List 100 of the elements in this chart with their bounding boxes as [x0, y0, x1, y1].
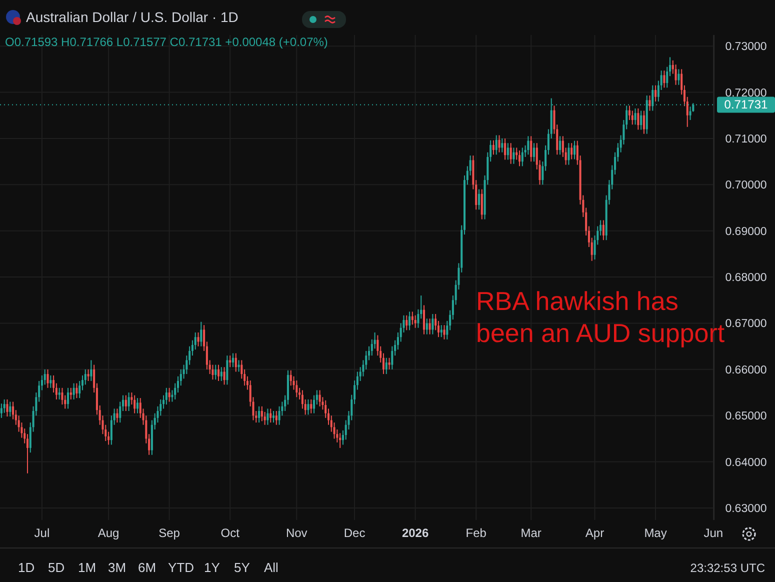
- candlestick: [165, 387, 168, 406]
- candlestick: [570, 142, 573, 160]
- candlestick: [568, 142, 570, 166]
- candlestick: [223, 366, 226, 386]
- x-tick-label: 2026: [402, 526, 429, 540]
- candlestick: [116, 408, 118, 424]
- candlestick: [61, 387, 64, 406]
- ref-line-label: 0.71731: [724, 98, 768, 112]
- candlestick: [67, 387, 70, 410]
- x-tick-label: Mar: [520, 526, 542, 540]
- y-tick-label: 0.68000: [725, 272, 767, 284]
- x-tick-label: Feb: [466, 526, 487, 540]
- candlestick: [492, 140, 494, 156]
- candlestick: [290, 370, 292, 386]
- candlestick: [318, 390, 321, 407]
- candlestick: [443, 324, 446, 340]
- candlestick: [260, 406, 263, 422]
- candlestick: [229, 355, 232, 368]
- candlestick: [87, 368, 90, 382]
- candlestick: [6, 398, 8, 418]
- candlestick: [76, 382, 78, 399]
- x-tick-label: May: [644, 526, 667, 540]
- text: 23:32:53 UTC: [690, 561, 766, 575]
- candlestick: [674, 64, 677, 86]
- candlestick: [527, 136, 530, 156]
- x-tick-label: Dec: [344, 526, 366, 540]
- y-tick-label: 0.69000: [725, 226, 767, 238]
- candlestick: [220, 366, 222, 382]
- y-tick-label: 0.63000: [725, 502, 767, 515]
- candlestick: [275, 410, 278, 426]
- y-tick-label: 0.73000: [725, 41, 767, 54]
- candlestick: [134, 394, 136, 414]
- candlestick: [270, 408, 272, 424]
- candlestick: [408, 311, 411, 331]
- candlestick: [296, 380, 298, 398]
- candlestick: [232, 352, 234, 368]
- candlestick: [307, 398, 310, 416]
- candlestick: [422, 304, 426, 335]
- candlestick: [663, 70, 666, 88]
- candlestick: [518, 150, 521, 167]
- candlestick: [272, 410, 275, 424]
- y-tick-label: 0.70000: [725, 180, 767, 192]
- candlestick: [634, 108, 636, 126]
- candlestick: [648, 95, 651, 112]
- candlestick: [388, 357, 390, 370]
- candlestick: [90, 360, 92, 382]
- y-tick-label: 0.67000: [725, 318, 767, 330]
- chart-title: Australian Dollar / U.S. Dollar · 1D: [26, 9, 238, 25]
- candlestick: [602, 220, 604, 241]
- candlestick: [428, 318, 431, 335]
- candlestick: [510, 142, 512, 164]
- candlestick: [559, 136, 562, 156]
- x-tick-label: Nov: [286, 526, 308, 540]
- candlestick: [50, 374, 52, 388]
- candlestick: [197, 332, 200, 347]
- candlestick: [310, 398, 312, 414]
- candlestick: [504, 138, 506, 160]
- candlestick: [495, 134, 498, 156]
- candlestick: [532, 142, 535, 162]
- candlestick: [521, 147, 524, 167]
- candlestick: [218, 364, 220, 382]
- candlestick: [530, 136, 532, 162]
- candlestick: [258, 406, 260, 424]
- candlestick: [637, 108, 640, 130]
- candlestick: [214, 364, 217, 380]
- x-tick-label: Sep: [158, 526, 180, 540]
- candlestick: [478, 188, 480, 210]
- x-tick-label: Jun: [704, 526, 724, 540]
- candlestick: [480, 188, 483, 220]
- y-tick-label: 0.64000: [725, 456, 767, 469]
- candlestick: [414, 314, 416, 328]
- candlestick: [406, 314, 408, 331]
- candlestick: [124, 394, 127, 412]
- y-tick-label: 0.71000: [725, 133, 767, 146]
- candlestick: [200, 321, 202, 347]
- candlestick: [234, 352, 237, 372]
- candlestick: [168, 387, 170, 402]
- y-tick-label: 0.65000: [725, 410, 767, 423]
- x-tick-label: Aug: [98, 526, 120, 540]
- candlestick: [212, 364, 214, 380]
- x-tick-label: Jul: [34, 526, 50, 540]
- candlestick: [642, 110, 645, 134]
- candlestick: [506, 142, 509, 160]
- candlestick: [385, 357, 388, 375]
- candlestick: [0, 403, 2, 418]
- text: 1D 5D 1M 3M 6M YTD 1Y 5Y All: [18, 560, 278, 575]
- candlestick: [628, 105, 630, 120]
- y-tick-label: 0.66000: [725, 364, 767, 376]
- x-tick-label: Apr: [585, 526, 604, 540]
- candlestick: [9, 401, 12, 418]
- candlestick: [70, 387, 72, 400]
- candlestick: [128, 392, 130, 412]
- y-tick-label: 0.72000: [725, 87, 767, 100]
- candlestick: [689, 106, 692, 120]
- candlestick: [278, 406, 280, 426]
- annotation: RBA hawkish has been an AUD support: [476, 286, 726, 348]
- chart-subtitle: O0.71593 H0.71766 L0.71577 C0.71731 +0.00048 (+0.07%): [5, 35, 328, 49]
- candlestick: [440, 324, 442, 338]
- candlestick: [640, 110, 642, 130]
- candlestick: [432, 313, 434, 335]
